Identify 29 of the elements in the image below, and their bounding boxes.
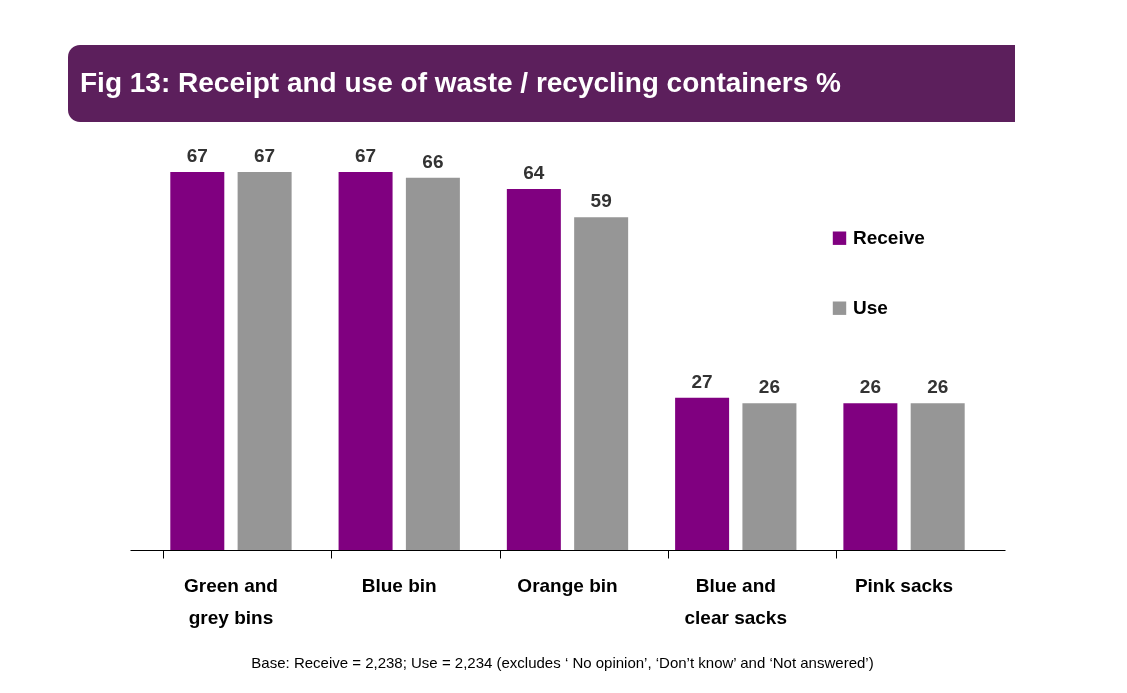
x-tick-label: Orange bin	[517, 574, 618, 596]
x-tick-label: Blue and clear sacks	[684, 574, 788, 628]
data-label: 27	[691, 370, 713, 392]
chart-title: Fig 13: Receipt and use of waste / recycling containers %	[80, 67, 841, 98]
x-tick-label: Blue bin	[361, 574, 437, 596]
bar	[170, 172, 225, 550]
bar	[338, 172, 393, 550]
bar	[405, 177, 460, 550]
bar	[675, 397, 730, 550]
text: Base: Receive = 2,238; Use = 2,234 (excludes ‘ No opinion’, ‘Don’t know’ and ‘Not answered’)	[251, 654, 874, 671]
bar	[506, 188, 561, 550]
x-tick-label: Green and grey bins	[183, 574, 278, 628]
data-label: 26	[758, 376, 780, 398]
bar	[574, 217, 629, 550]
legend-label: Use	[853, 297, 888, 319]
data-label: 64	[523, 161, 545, 183]
data-label: 67	[186, 145, 208, 166]
bar	[237, 172, 292, 550]
data-label: 26	[859, 376, 881, 398]
bar	[910, 403, 965, 550]
data-label: 59	[590, 190, 612, 212]
data-label: 26	[927, 376, 949, 398]
bar	[742, 403, 797, 550]
legend-label: Receive	[853, 227, 925, 249]
x-tick-label: Pink sacks	[854, 574, 954, 596]
bar	[843, 403, 898, 550]
data-label: 66	[422, 150, 444, 172]
data-label: 67	[254, 145, 276, 166]
data-label: 67	[355, 145, 377, 166]
